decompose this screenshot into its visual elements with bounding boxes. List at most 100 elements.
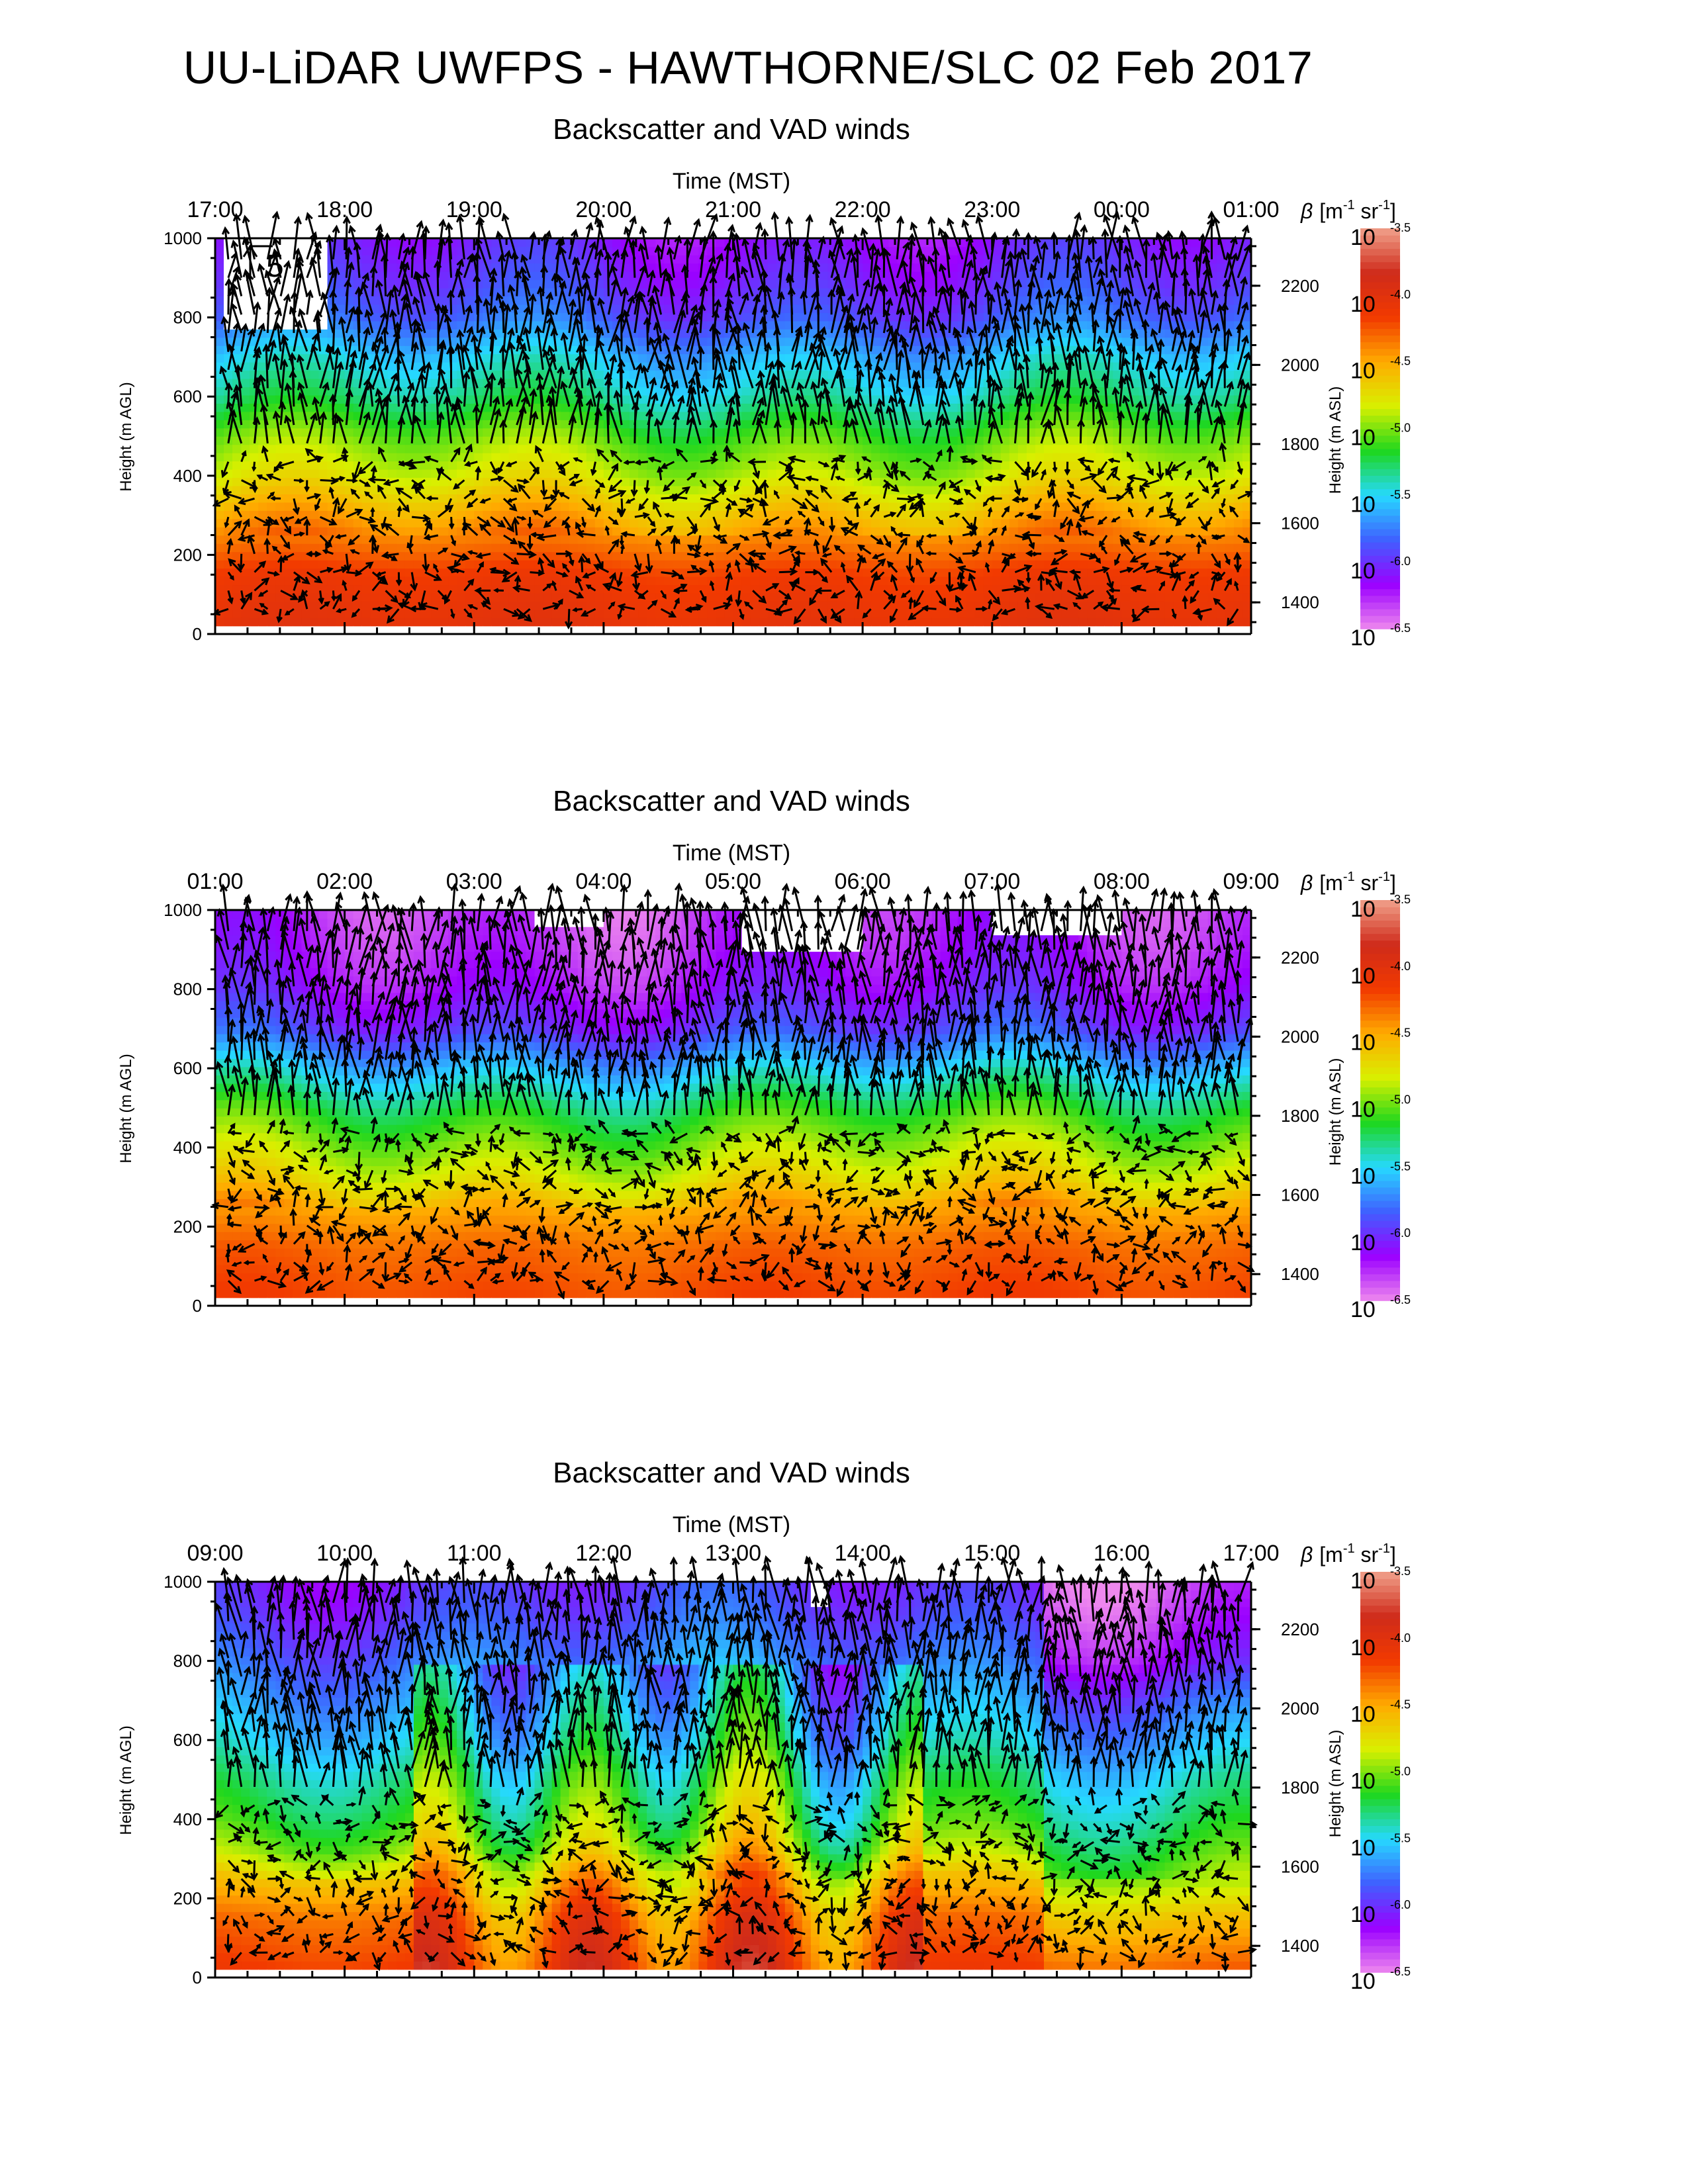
backscatter-cell	[396, 527, 406, 536]
backscatter-cell	[413, 518, 423, 527]
backscatter-cell	[396, 477, 406, 486]
backscatter-cell	[293, 551, 303, 561]
backscatter-cell	[603, 535, 613, 544]
backscatter-cell	[431, 617, 440, 627]
backscatter-cell	[508, 411, 518, 420]
backscatter-cell	[793, 461, 803, 470]
backscatter-cell	[543, 452, 553, 462]
backscatter-cell	[431, 510, 440, 520]
backscatter-cell	[327, 617, 337, 627]
backscatter-cell	[827, 420, 837, 429]
backscatter-cell	[983, 609, 993, 618]
backscatter-cell	[336, 387, 346, 396]
backscatter-cell	[440, 485, 449, 495]
backscatter-cell	[707, 469, 717, 478]
backscatter-cell	[241, 263, 250, 272]
backscatter-cell	[897, 559, 907, 569]
backscatter-cell	[431, 353, 440, 363]
backscatter-cell	[543, 469, 553, 478]
backscatter-cell	[422, 387, 432, 396]
backscatter-cell	[232, 461, 242, 470]
backscatter-cell	[491, 485, 501, 495]
backscatter-cell	[880, 617, 890, 627]
backscatter-cell	[966, 279, 976, 289]
backscatter-cell	[949, 394, 959, 404]
backscatter-cell	[802, 452, 812, 462]
backscatter-cell	[301, 452, 311, 462]
backscatter-cell	[1061, 559, 1070, 569]
backscatter-cell	[690, 254, 700, 264]
backscatter-cell	[361, 320, 371, 330]
backscatter-cell	[534, 477, 544, 486]
backscatter-cell	[810, 452, 820, 462]
backscatter-cell	[923, 304, 933, 313]
backscatter-cell	[301, 502, 311, 511]
backscatter-cell	[966, 502, 976, 511]
backscatter-cell	[275, 485, 285, 495]
backscatter-cell	[491, 387, 501, 396]
backscatter-cell	[431, 370, 440, 379]
backscatter-cell	[1044, 436, 1053, 445]
backscatter-cell	[931, 527, 941, 536]
backscatter-cell	[440, 617, 449, 627]
backscatter-cell	[336, 238, 346, 248]
backscatter-cell	[293, 428, 303, 437]
backscatter-cell	[379, 535, 389, 544]
backscatter-cell	[974, 238, 984, 248]
backscatter-cell	[681, 551, 691, 561]
backscatter-cell	[474, 576, 484, 586]
backscatter-cell	[724, 609, 734, 618]
backscatter-cell	[1061, 617, 1070, 627]
backscatter-cell	[1070, 609, 1079, 618]
backscatter-cell	[784, 444, 794, 453]
backscatter-cell	[543, 609, 553, 618]
backscatter-cell	[224, 625, 233, 635]
backscatter-cell	[724, 263, 734, 272]
backscatter-cell	[767, 436, 777, 445]
backscatter-cell	[966, 378, 976, 388]
backscatter-cell	[957, 543, 967, 553]
backscatter-cell	[387, 510, 397, 520]
backscatter-cell	[215, 535, 224, 544]
backscatter-cell	[440, 527, 449, 536]
backscatter-cell	[344, 584, 354, 594]
backscatter-cell	[1061, 452, 1070, 462]
backscatter-cell	[534, 420, 544, 429]
backscatter-cell	[508, 617, 518, 627]
backscatter-cell	[577, 485, 587, 495]
backscatter-cell	[612, 296, 622, 305]
backscatter-cell	[413, 592, 423, 602]
backscatter-cell	[267, 444, 277, 453]
backscatter-cell	[1070, 411, 1079, 420]
backscatter-cell	[275, 576, 285, 586]
backscatter-cell	[620, 559, 630, 569]
backscatter-cell	[1000, 535, 1010, 544]
backscatter-cell	[647, 576, 656, 586]
backscatter-cell	[483, 436, 492, 445]
backscatter-cell	[508, 444, 518, 453]
backscatter-cell	[267, 428, 277, 437]
backscatter-cell	[716, 279, 726, 289]
backscatter-cell	[483, 535, 492, 544]
backscatter-cell	[603, 609, 613, 618]
backscatter-cell	[526, 625, 536, 635]
backscatter-cell	[1061, 576, 1070, 586]
backscatter-cell	[784, 296, 794, 305]
backscatter-cell	[327, 494, 337, 503]
backscatter-cell	[474, 477, 484, 486]
backscatter-cell	[1087, 559, 1097, 569]
backscatter-cell	[1000, 543, 1010, 553]
backscatter-cell	[586, 428, 596, 437]
backscatter-cell	[949, 428, 959, 437]
backscatter-cell	[827, 296, 837, 305]
backscatter-cell	[232, 345, 242, 355]
backscatter-cell	[707, 296, 717, 305]
backscatter-cell	[733, 436, 743, 445]
backscatter-cell	[526, 485, 536, 495]
backscatter-cell	[724, 485, 734, 495]
backscatter-cell	[974, 502, 984, 511]
backscatter-cell	[664, 452, 674, 462]
backscatter-cell	[491, 494, 501, 503]
backscatter-cell	[440, 329, 449, 338]
backscatter-cell	[983, 436, 993, 445]
